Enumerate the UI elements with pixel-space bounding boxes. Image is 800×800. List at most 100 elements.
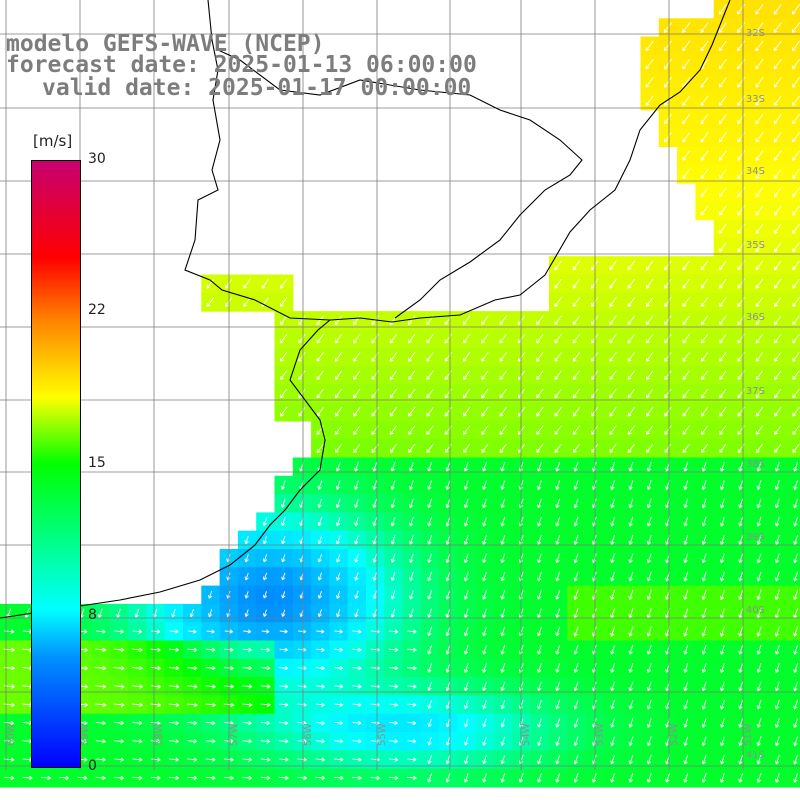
wind-arrow — [353, 352, 361, 362]
wind-arrow — [755, 113, 764, 125]
wind-arrow — [316, 425, 324, 435]
wind-arrow — [756, 480, 762, 490]
wind-arrow — [737, 113, 746, 125]
wind-arrow — [388, 665, 399, 671]
wind-arrow — [537, 535, 542, 545]
wind-arrow — [279, 333, 288, 344]
wind-arrow — [573, 754, 579, 765]
wind-arrow — [738, 535, 744, 545]
wind-arrow — [774, 663, 780, 673]
wind-arrow — [427, 498, 433, 509]
wind-arrow — [755, 443, 763, 454]
wind-arrow — [244, 572, 249, 581]
wind-arrow — [113, 702, 125, 708]
wind-arrow — [208, 590, 213, 599]
wind-arrow — [610, 626, 616, 637]
wind-arrow — [628, 516, 634, 527]
wind-arrow — [40, 775, 51, 781]
wind-arrow — [700, 40, 709, 52]
wind-arrow — [793, 461, 799, 472]
wind-arrow — [738, 718, 744, 728]
wind-arrow — [755, 260, 764, 271]
wind-arrow — [720, 681, 725, 692]
wind-arrow — [334, 739, 344, 744]
wind-arrow — [427, 535, 433, 545]
wind-arrow — [720, 571, 725, 582]
wind-arrow — [756, 718, 762, 728]
wind-arrow — [315, 665, 325, 671]
wind-arrow — [499, 333, 507, 344]
wind-arrow — [756, 535, 762, 545]
wind-arrow — [370, 775, 381, 781]
wind-arrow — [683, 626, 689, 637]
wind-arrow — [683, 589, 689, 601]
wind-arrow — [262, 554, 268, 563]
wind-arrow — [334, 388, 343, 399]
wind-arrow — [518, 773, 524, 783]
wind-arrow — [700, 352, 709, 362]
wind-arrow — [445, 498, 451, 509]
wind-arrow — [572, 333, 581, 344]
wind-arrow — [609, 407, 617, 417]
wind-cell — [786, 36, 800, 56]
wind-arrow — [205, 702, 216, 708]
wind-arrow — [774, 699, 780, 710]
wind-arrow — [774, 516, 780, 527]
wind-arrow — [572, 388, 581, 399]
wind-arrow — [773, 260, 782, 271]
wind-arrow — [390, 516, 396, 527]
wind-arrow — [114, 757, 125, 762]
wind-arrow — [462, 315, 471, 326]
wind-arrow — [755, 95, 764, 106]
wind-arrow — [737, 223, 745, 234]
wind-arrow — [281, 591, 286, 599]
wind-arrow — [683, 480, 689, 490]
wind-arrow — [352, 684, 362, 689]
wind-arrow — [242, 775, 253, 781]
wind-arrow — [408, 407, 416, 417]
wind-arrow — [242, 757, 253, 762]
wind-arrow — [244, 591, 249, 599]
wind-arrow — [244, 535, 249, 545]
wind-arrow — [352, 757, 362, 762]
wind-arrow — [500, 626, 506, 637]
wind-arrow — [755, 150, 764, 161]
wind-arrow — [407, 720, 417, 726]
wind-arrow — [573, 773, 579, 783]
wind-arrow — [500, 498, 506, 509]
wind-arrow — [774, 772, 780, 783]
wind-arrow — [663, 58, 672, 70]
wind-arrow — [279, 684, 289, 689]
wind-arrow — [701, 571, 707, 582]
wind-arrow — [499, 443, 507, 454]
wind-arrow — [738, 772, 744, 783]
wind-arrow — [738, 699, 744, 710]
valid-date: valid date: 2025-01-17 00:00:00 — [42, 75, 472, 101]
wind-arrow — [793, 498, 799, 509]
wind-arrow — [353, 370, 361, 381]
wind-arrow — [95, 775, 106, 781]
wind-arrow — [683, 535, 689, 545]
wind-arrow — [700, 113, 709, 125]
wind-arrow — [683, 663, 689, 673]
wind-arrow — [719, 407, 727, 417]
wind-arrow — [206, 629, 215, 634]
wind-arrow — [682, 443, 690, 454]
wind-arrow — [718, 3, 727, 15]
wind-arrow — [281, 535, 286, 545]
wind-arrow — [609, 315, 617, 326]
wind-arrow — [555, 516, 561, 527]
wind-arrow — [333, 775, 344, 781]
wind-arrow — [609, 425, 617, 435]
wind-arrow — [573, 644, 579, 655]
lon-label: 56W — [303, 723, 314, 746]
wind-cell — [786, 695, 800, 715]
wind-cell — [786, 54, 800, 74]
wind-arrow — [610, 754, 616, 765]
wind-arrow — [407, 775, 417, 781]
wind-arrow — [555, 461, 561, 472]
wind-arrow — [372, 498, 378, 509]
wind-arrow — [171, 608, 176, 618]
wind-arrow — [407, 757, 417, 762]
wind-arrow — [682, 113, 691, 125]
